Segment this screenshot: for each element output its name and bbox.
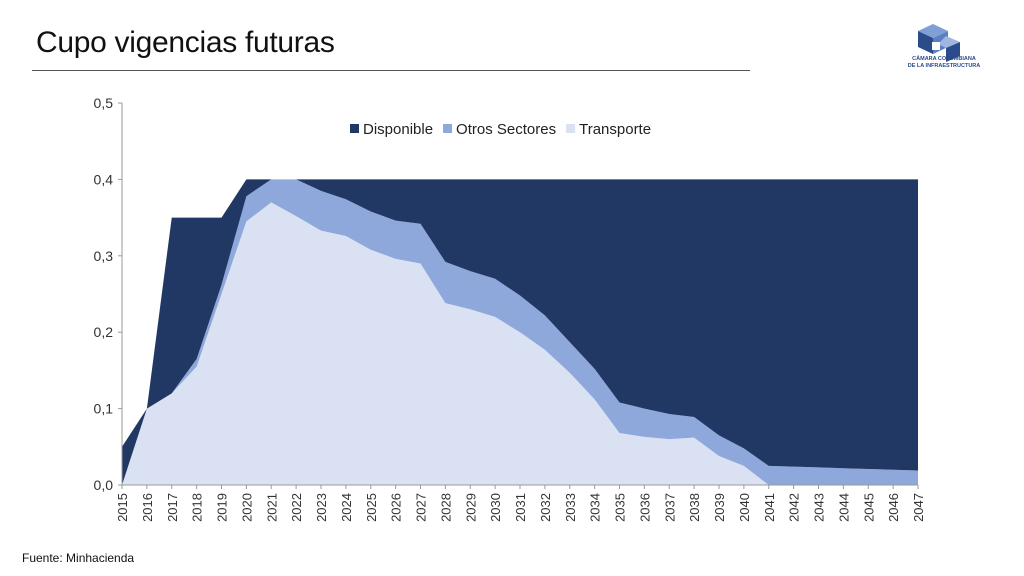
x-tick-label: 2021 (264, 493, 279, 522)
y-tick-label: 0,0 (94, 477, 114, 493)
x-tick-label: 2040 (737, 493, 752, 522)
x-tick-label: 2039 (712, 493, 727, 522)
x-tick-label: 2041 (762, 493, 777, 522)
x-tick-label: 2015 (115, 493, 130, 522)
area-otros-sectores (122, 179, 918, 485)
x-tick-label: 2046 (886, 493, 901, 522)
x-tick-label: 2024 (339, 493, 354, 522)
title-divider (32, 70, 750, 71)
legend-label-disponible: Disponible (363, 121, 433, 138)
x-tick-label: 2023 (314, 493, 329, 522)
area-transporte (122, 202, 918, 485)
x-tick-label: 2035 (613, 493, 628, 522)
logo-text: CÁMARA COLOMBIANA DE LA INFRAESTRUCTURA (906, 56, 982, 69)
y-tick-label: 0,3 (94, 248, 114, 264)
legend-swatch-otros-sectores (443, 124, 453, 133)
legend-swatch-disponible (350, 124, 359, 133)
x-tick-label: 2036 (637, 493, 652, 522)
x-tick-label: 2044 (836, 493, 851, 522)
x-tick-label: 2037 (662, 493, 677, 522)
x-tick-label: 2027 (414, 493, 429, 522)
x-tick-label: 2016 (140, 493, 155, 522)
x-tick-label: 2017 (165, 493, 180, 522)
x-tick-label: 2047 (911, 493, 926, 522)
x-tick-label: 2020 (239, 493, 254, 522)
x-tick-label: 2042 (787, 493, 802, 522)
y-tick-label: 0,5 (94, 95, 114, 111)
x-tick-label: 2018 (190, 493, 205, 522)
legend-label-transporte: Transporte (579, 121, 651, 138)
x-tick-label: 2019 (215, 493, 230, 522)
slide-title: Cupo vigencias futuras (36, 26, 335, 59)
area-series-group (122, 179, 918, 485)
area-disponible (122, 179, 918, 485)
x-tick-label: 2026 (389, 493, 404, 522)
legend: Disponible Otros Sectores Transporte (350, 121, 651, 138)
y-tick-label: 0,4 (94, 171, 114, 187)
x-tick-label: 2025 (364, 493, 379, 522)
x-tick-label: 2033 (563, 493, 578, 522)
x-tick-label: 2030 (488, 493, 503, 522)
x-tick-label: 2029 (463, 493, 478, 522)
x-tick-label: 2028 (438, 493, 453, 522)
legend-swatch-transporte (566, 124, 576, 133)
axes: 0,0 0,1 0,2 0,3 0,4 0,5 2015 2016 2017 2018 2019 20… (94, 95, 926, 522)
x-tick-label: 2031 (513, 493, 528, 522)
logo-line-1: CÁMARA COLOMBIANA (912, 56, 976, 62)
x-tick-label: 2034 (588, 493, 603, 522)
y-tick-label: 0,2 (94, 324, 114, 340)
cube-logo-icon (918, 24, 960, 62)
source-note: Fuente: Minhacienda (22, 551, 135, 565)
x-tick-label: 2038 (687, 493, 702, 522)
x-tick-label: 2022 (289, 493, 304, 522)
logo-line-2: DE LA INFRAESTRUCTURA (907, 62, 981, 69)
y-tick-label: 0,1 (94, 401, 114, 417)
x-tick-label: 2045 (861, 493, 876, 522)
legend-label-otros-sectores: Otros Sectores (456, 121, 556, 138)
x-tick-label: 2043 (812, 493, 827, 522)
x-tick-label: 2032 (538, 493, 553, 522)
